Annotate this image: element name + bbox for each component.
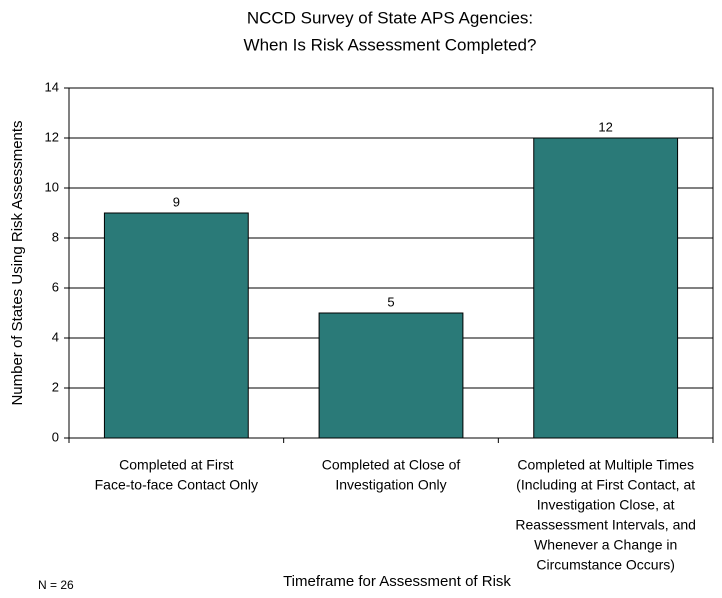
annotation: N = 26 [38,578,74,592]
x-tick-label: Circumstance Occurs) [536,557,674,573]
data-label: 5 [387,294,394,309]
x-tick-label: Investigation Only [335,477,446,493]
chart-title: NCCD Survey of State APS Agencies: [247,8,533,27]
x-tick-label: Investigation Close, at [537,497,675,513]
y-tick-label: 8 [52,229,59,244]
x-tick-label: Whenever a Change in [534,537,677,553]
x-tick-label: Completed at Multiple Times [517,457,694,473]
x-tick-label: Reassessment Intervals, and [515,517,696,533]
y-tick-label: 10 [45,179,59,194]
x-tick-label: (Including at First Contact, at [516,477,695,493]
y-tick-label: 12 [45,129,59,144]
data-label: 9 [173,194,180,209]
y-tick-label: 0 [52,429,59,444]
x-tick-label: Completed at Close of [322,457,461,473]
y-tick-label: 4 [52,329,59,344]
x-tick-label: Completed at First [119,457,233,473]
y-tick-label: 14 [45,79,59,94]
x-axis-label: Timeframe for Assessment of Risk [283,573,511,590]
bar [318,312,464,439]
y-tick-label: 6 [52,279,59,294]
chart-title: When Is Risk Assessment Completed? [244,35,537,54]
bar [103,212,249,439]
x-tick-label: Face-to-face Contact Only [95,477,258,493]
bar [533,137,679,439]
y-axis-label: Number of States Using Risk Assessments [9,120,26,405]
data-label: 12 [598,119,612,134]
y-tick-label: 2 [52,379,59,394]
